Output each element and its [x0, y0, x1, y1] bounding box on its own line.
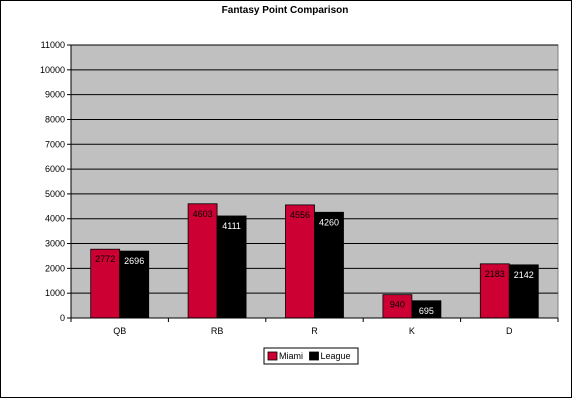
x-tick-label: K: [409, 326, 415, 336]
y-tick-label: 1000: [45, 288, 65, 298]
y-tick-label: 7000: [45, 139, 65, 149]
y-tick-label: 0: [60, 313, 65, 323]
bar-miami-rb: [187, 203, 218, 319]
data-label: 4260: [319, 217, 339, 227]
bar-league-d: [508, 264, 539, 319]
legend-label-league: League: [321, 351, 351, 361]
chart-title: Fantasy Point Comparison: [222, 5, 349, 16]
y-tick-label: 3000: [45, 239, 65, 249]
legend-label-miami: Miami: [279, 351, 303, 361]
y-tick-label: 4000: [45, 214, 65, 224]
data-label: 695: [419, 306, 434, 316]
y-tick-label: 2000: [45, 263, 65, 273]
y-axis: 0 1000 2000 3000 4000 5000 6000 7000 8000 9000 100…: [40, 40, 72, 323]
y-tick-label: 8000: [45, 114, 65, 124]
y-tick-label: 6000: [45, 164, 65, 174]
data-label: 2772: [95, 254, 115, 264]
legend-swatch-miami: [267, 351, 278, 361]
bars: [90, 203, 539, 319]
data-label: 2142: [514, 270, 534, 280]
x-tick-label: D: [506, 326, 513, 336]
y-tick-label: 9000: [45, 90, 65, 100]
y-tick-label: 10000: [40, 65, 65, 75]
bar-labels: 2772 2696 4603 4111 4556 4260 940 695 2183 2142: [95, 209, 534, 316]
legend-swatch-league: [309, 351, 319, 361]
y-tick-label: 11000: [41, 40, 65, 50]
data-label: 940: [390, 300, 405, 310]
data-label: 2183: [485, 269, 505, 279]
bar-league-rb: [216, 215, 247, 319]
x-tick-label: R: [311, 326, 318, 336]
bar-league-r: [314, 211, 344, 319]
data-label: 2696: [124, 256, 144, 266]
data-label: 4603: [193, 209, 213, 219]
legend: Miami League: [263, 347, 359, 365]
x-tick-label: QB: [113, 326, 126, 336]
x-axis: QB RB R K D: [70, 317, 559, 336]
data-label: 4111: [222, 221, 241, 231]
x-tick-label: RB: [211, 326, 224, 336]
y-tick-label: 5000: [45, 189, 65, 199]
data-label: 4556: [290, 210, 310, 220]
bar-miami-r: [285, 204, 315, 319]
